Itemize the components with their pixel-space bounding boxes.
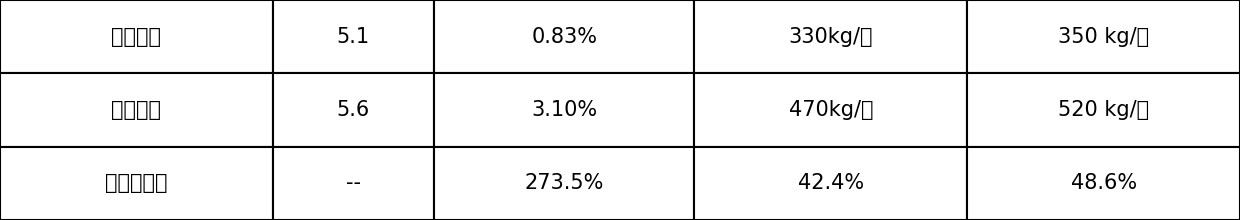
Bar (967, 0, 1240, 73)
Bar (434, 0, 694, 73)
Text: 5.6: 5.6 (337, 100, 370, 120)
Text: 5.1: 5.1 (337, 27, 370, 47)
Bar (694, 73, 967, 147)
Text: 42.4%: 42.4% (797, 173, 864, 193)
Bar (434, 147, 694, 220)
Bar (273, 147, 434, 220)
Text: 常规处理: 常规处理 (112, 27, 161, 47)
Text: 273.5%: 273.5% (525, 173, 604, 193)
Bar (0, 147, 273, 220)
Text: 增长百分比: 增长百分比 (105, 173, 167, 193)
Text: 330kg/亩: 330kg/亩 (789, 27, 873, 47)
Bar (694, 0, 967, 73)
Bar (967, 73, 1240, 147)
Bar (0, 73, 273, 147)
Text: 350 kg/亩: 350 kg/亩 (1058, 27, 1149, 47)
Text: --: -- (346, 173, 361, 193)
Bar (694, 147, 967, 220)
Text: 3.10%: 3.10% (531, 100, 598, 120)
Bar (0, 0, 273, 73)
Bar (273, 0, 434, 73)
Text: 0.83%: 0.83% (531, 27, 598, 47)
Bar (434, 73, 694, 147)
Text: 发明处理: 发明处理 (112, 100, 161, 120)
Text: 520 kg/亩: 520 kg/亩 (1058, 100, 1149, 120)
Text: 470kg/亩: 470kg/亩 (789, 100, 873, 120)
Text: 48.6%: 48.6% (1070, 173, 1137, 193)
Bar (273, 73, 434, 147)
Bar (967, 147, 1240, 220)
